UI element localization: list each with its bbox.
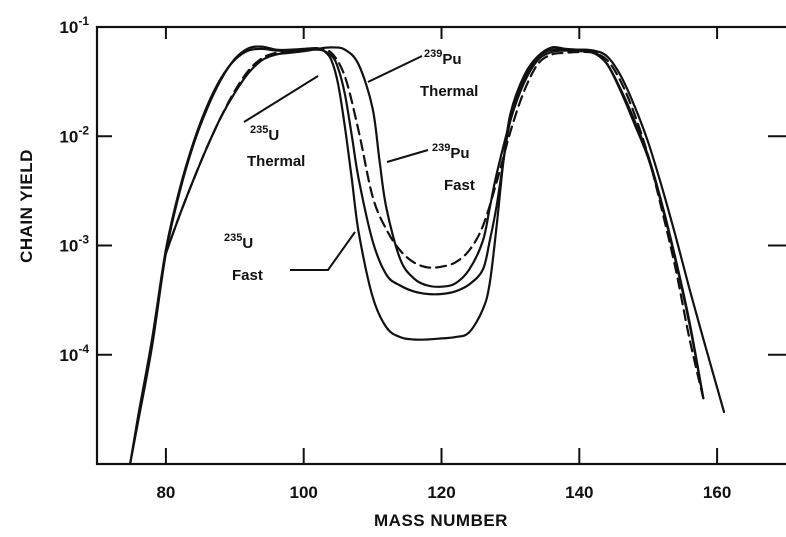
- annotation-state: Thermal: [420, 83, 478, 100]
- isotope-element: Pu: [450, 145, 469, 162]
- annotation-pu239-fast: 239Pu Fast: [387, 142, 475, 194]
- annotation-label: 239Pu: [424, 48, 462, 68]
- x-axis-title: MASS NUMBER: [374, 511, 508, 530]
- annotation-state: Thermal: [247, 153, 305, 170]
- isotope-mass: 235: [250, 124, 268, 136]
- annotation-leader-line: [387, 150, 428, 162]
- isotope-mass: 239: [424, 48, 442, 60]
- y-tick-label: 10-4: [59, 342, 89, 365]
- isotope-element: U: [268, 127, 279, 144]
- x-tick-label: 80: [156, 483, 175, 502]
- annotation-label: 235U: [224, 232, 253, 252]
- series-line-3: [166, 47, 724, 412]
- annotation-state: Fast: [232, 267, 263, 284]
- isotope-mass: 235: [224, 232, 242, 244]
- y-axis-title: CHAIN YIELD: [17, 149, 36, 263]
- isotope-element: Pu: [442, 51, 461, 68]
- series-line-0: [130, 47, 703, 464]
- series-line-1: [130, 49, 703, 464]
- x-tick-label: 140: [565, 483, 593, 502]
- annotation-pu239-thermal: 239Pu Thermal: [368, 48, 478, 100]
- y-tick-label: 10-3: [59, 233, 89, 256]
- annotation-label: 235U: [250, 124, 279, 144]
- annotation-state: Fast: [444, 177, 475, 194]
- x-tick-label: 160: [703, 483, 731, 502]
- annotation-u235-fast: 235U Fast: [224, 232, 355, 284]
- series-line-2: [166, 50, 703, 399]
- isotope-mass: 239: [432, 142, 450, 154]
- x-tick-label: 100: [290, 483, 318, 502]
- y-tick-label: 10-1: [59, 14, 89, 37]
- annotation-u235-thermal: 235U Thermal: [244, 76, 318, 170]
- annotation-label: 239Pu: [432, 142, 470, 162]
- annotation-leader-line: [368, 56, 422, 82]
- y-tick-label: 10-2: [59, 123, 89, 146]
- x-tick-label: 120: [427, 483, 455, 502]
- isotope-element: U: [242, 235, 253, 252]
- annotation-leader-line: [244, 76, 318, 122]
- annotation-leader-line: [290, 232, 355, 270]
- curves-layer: [130, 47, 724, 464]
